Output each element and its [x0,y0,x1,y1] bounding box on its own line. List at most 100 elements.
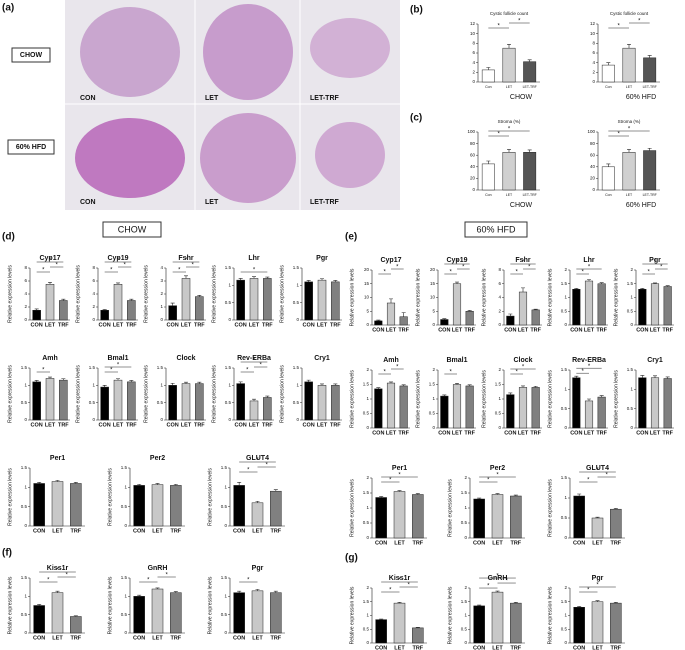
y-tick-label: 1 [564,295,567,300]
error-bar [61,378,66,381]
y-tick-label: 100 [467,129,475,134]
bar [597,396,606,429]
y-tick-label: 6 [24,278,27,283]
y-tick-label: 0.5 [293,400,300,405]
x-tick-label: LET [249,422,260,428]
y-tick-label: 0 [564,425,567,430]
bar [473,605,485,644]
x-tick-label: LET [452,327,463,333]
bar [465,385,474,429]
bar [133,596,145,634]
y-tick-label: 20 [364,267,370,272]
y-tick-label: 0.5 [121,504,128,509]
x-tick-label: CON [573,645,585,650]
y-tick-label: 0 [24,630,27,635]
y-tick-label: 0 [92,417,95,422]
y-tick-label: 1 [228,283,231,288]
chart-title: Bmal1 [107,355,128,362]
bar [502,152,516,191]
y-tick-label: 0.5 [225,300,232,305]
error-bar [238,381,243,384]
significance-label: * [389,588,392,594]
y-tick-label: 2 [630,267,633,272]
x-tick-label: LET [181,322,192,328]
x-tick-label: LET [492,645,503,650]
y-tick-label: 0 [366,322,369,327]
y-tick-label: 40 [590,164,596,169]
error-bar [653,282,657,284]
ovary-section [80,7,180,97]
group-label: CHOW [118,224,147,234]
error-bar [595,600,600,602]
y-axis-label: Relative expression levels [415,268,421,326]
bar [573,607,585,644]
bar [465,311,474,326]
y-tick-label: 12 [590,21,596,26]
x-tick-label: TRF [412,645,423,650]
bar [386,302,396,326]
bar [622,47,636,83]
x-tick-label: TRF [194,322,205,328]
x-tick-label: TRF [70,635,81,641]
significance-label: * [396,265,399,271]
chart-title: Rev-ERBa [572,357,606,364]
bar [531,309,540,326]
error-bar [606,163,611,167]
x-tick-label: LET-TRF [643,85,657,89]
x-tick-label: CON [31,322,43,328]
y-axis-label: Relative expression levels [447,586,453,644]
y-tick-label: 1 [630,387,633,392]
bar-chart: GnRH Relative expression levels 0 0.5 1 1.5 2 C… [447,574,525,650]
y-axis-label: Relative expression levels [7,576,13,634]
bar [610,508,622,539]
error-bar [415,493,420,495]
significance-label: * [505,579,508,585]
y-tick-label: 0 [464,640,467,645]
bar-chart: Cry1 Relative expression levels 0 0.5 1 1.5 CO… [613,357,674,436]
significance-label: * [253,358,256,364]
bar [584,280,594,326]
error-bar [155,587,160,589]
significance-label: * [487,478,490,484]
chart-title: Pgr [592,575,604,582]
x-tick-label: TRF [662,430,673,436]
error-bar [333,383,338,386]
y-tick-label: 1.5 [561,367,568,372]
y-tick-label: 4 [92,291,95,296]
significance-label: * [55,263,58,269]
bar [374,388,383,429]
significance-label: * [522,260,525,266]
bar [663,286,672,326]
bar-chart: Fshr Relative expression levels 0 2 4 6 8 CON LE… [481,257,542,333]
y-tick-label: 1 [498,396,501,401]
error-bar [574,288,579,290]
x-tick-label: CON [133,528,145,534]
x-tick-label: LET [518,327,529,333]
x-tick-label: TRF [398,327,409,333]
significance-label: * [56,568,59,574]
y-tick-label: 1 [24,383,27,388]
bar-chart: Lhr Relative expression levels 0 0.5 1 1.5 CON… [211,255,274,328]
x-tick-label: CON [167,322,179,328]
error-bar [577,606,582,608]
bar [591,517,604,539]
chart-title: GnRH [148,565,168,572]
error-bar [613,602,618,604]
bar [170,592,182,634]
y-tick-label: 1 [564,495,567,500]
y-tick-label: 10 [364,295,370,300]
error-bar [389,298,393,303]
error-bar [102,385,107,388]
error-bar [184,381,188,384]
y-axis-label: Relative expression levels [481,370,487,428]
error-bar [48,282,52,285]
bar [412,494,424,539]
bar [263,397,272,421]
y-tick-label: 0 [592,187,595,192]
bar [59,300,68,321]
y-axis-label: Relative expression levels [7,265,13,323]
bar [51,592,64,634]
x-tick-label: LET [386,430,397,436]
y-tick-label: 0.5 [21,400,28,405]
y-axis-label: Relative expression levels [75,365,81,423]
